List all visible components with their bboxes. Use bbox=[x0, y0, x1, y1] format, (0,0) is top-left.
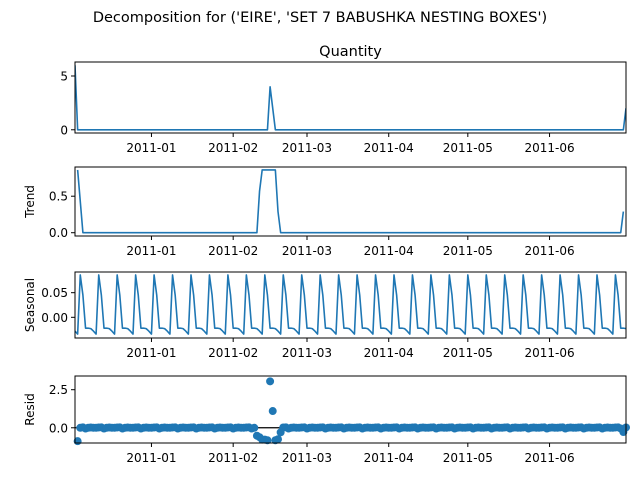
resid-ytick-label: 2.5 bbox=[49, 383, 68, 397]
resid-panel: Resid 2.5 0.0 2011-01 2011-02 2011-03 2011-04 2… bbox=[23, 375, 630, 465]
quantity-xtick-label: 2011-01 bbox=[126, 141, 176, 155]
resid-point bbox=[250, 423, 259, 432]
seasonal-series-line bbox=[75, 274, 626, 335]
seasonal-xtick-label: 2011-06 bbox=[524, 346, 574, 360]
quantity-title: Quantity bbox=[319, 44, 382, 60]
quantity-xtick-label: 2011-04 bbox=[364, 141, 414, 155]
seasonal-ytick-label: 0.00 bbox=[41, 311, 68, 325]
resid-point bbox=[266, 377, 275, 386]
trend-xtick-label: 2011-02 bbox=[208, 244, 258, 258]
resid-xtick-label: 2011-02 bbox=[208, 451, 258, 465]
resid-point bbox=[263, 436, 272, 445]
resid-xtick-label: 2011-05 bbox=[443, 451, 493, 465]
seasonal-axes-frame bbox=[74, 271, 627, 339]
quantity-ytick-label: 5 bbox=[60, 69, 68, 83]
trend-xtick-label: 2011-05 bbox=[443, 244, 493, 258]
trend-xtick-label: 2011-06 bbox=[524, 244, 574, 258]
resid-ylabel: Resid bbox=[23, 393, 37, 425]
quantity-xtick-label: 2011-02 bbox=[208, 141, 258, 155]
trend-series-line bbox=[76, 169, 625, 234]
trend-xtick-label: 2011-03 bbox=[282, 244, 332, 258]
quantity-ytick-label: 0 bbox=[60, 123, 68, 137]
quantity-xtick-label: 2011-06 bbox=[524, 141, 574, 155]
resid-point bbox=[274, 435, 282, 444]
seasonal-xtick-label: 2011-02 bbox=[208, 346, 258, 360]
trend-panel: Trend 0.0 0.5 2011-01 2011-02 2011-03 2011-04 2… bbox=[23, 166, 627, 258]
resid-xtick-label: 2011-01 bbox=[126, 451, 176, 465]
quantity-series-line bbox=[75, 65, 626, 131]
quantity-axes-frame bbox=[74, 61, 627, 134]
resid-xtick-label: 2011-03 bbox=[282, 451, 332, 465]
seasonal-ytick-label: 0.05 bbox=[41, 286, 68, 300]
figure-suptitle: Decomposition for ('EIRE', 'SET 7 BABUSH… bbox=[93, 10, 547, 26]
quantity-panel: Quantity 0 5 2011-01 2011-02 2011-03 2011-04 20… bbox=[60, 44, 627, 155]
seasonal-xtick-label: 2011-05 bbox=[443, 346, 493, 360]
trend-ylabel: Trend bbox=[23, 185, 37, 219]
trend-xtick-label: 2011-01 bbox=[126, 244, 176, 258]
resid-ytick-label: 0.0 bbox=[49, 421, 68, 435]
seasonal-xtick-label: 2011-01 bbox=[126, 346, 176, 360]
resid-axes-frame bbox=[74, 375, 627, 444]
seasonal-xtick-label: 2011-04 bbox=[364, 346, 414, 360]
resid-point bbox=[268, 407, 277, 416]
trend-ytick-label: 0.5 bbox=[49, 190, 68, 204]
trend-axes-frame bbox=[74, 166, 627, 237]
seasonal-xtick-label: 2011-03 bbox=[282, 346, 332, 360]
seasonal-panel: Seasonal 0.05 0.00 2011-01 2011-02 2011-03 201… bbox=[23, 271, 627, 360]
seasonal-ylabel: Seasonal bbox=[23, 278, 37, 332]
resid-xtick-label: 2011-06 bbox=[524, 451, 574, 465]
trend-ytick-label: 0.0 bbox=[49, 226, 68, 240]
resid-xtick-label: 2011-04 bbox=[364, 451, 414, 465]
trend-xtick-label: 2011-04 bbox=[364, 244, 414, 258]
quantity-xtick-label: 2011-03 bbox=[282, 141, 332, 155]
quantity-xtick-label: 2011-05 bbox=[443, 141, 493, 155]
